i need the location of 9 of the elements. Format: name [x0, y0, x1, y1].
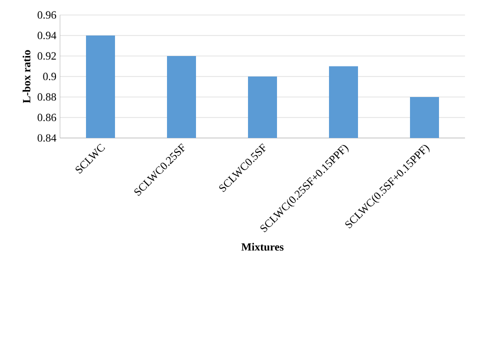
y-tick-label: 0.84: [38, 134, 56, 142]
y-tick-label: 0.92: [38, 52, 56, 60]
y-tick-label: 0.94: [38, 32, 56, 40]
y-tick-label: 0.88: [38, 93, 56, 101]
y-tick-label: 0.96: [38, 11, 56, 19]
y-axis-title: L-box ratio: [22, 50, 30, 104]
x-axis-title: Mixtures: [241, 242, 284, 251]
y-tick-label: 0.86: [38, 114, 56, 122]
y-tick-label: 0.9: [43, 72, 56, 80]
